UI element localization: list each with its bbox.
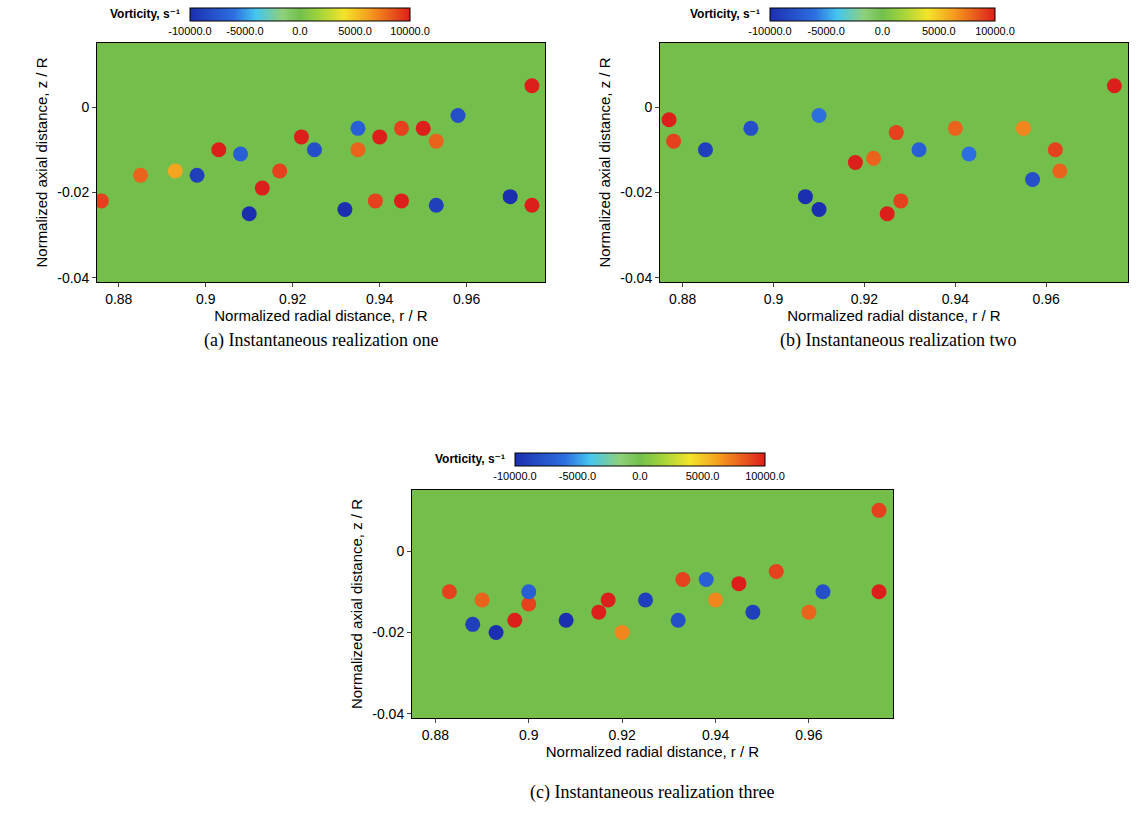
svg-text:0.96: 0.96 [1033,291,1060,307]
svg-text:0: 0 [644,99,652,115]
svg-text:-0.04: -0.04 [372,706,404,722]
svg-text:Normalized radial distance, r: Normalized radial distance, r / R [546,743,760,760]
svg-text:Normalized radial distance, r: Normalized radial distance, r / R [214,307,428,324]
svg-text:0.88: 0.88 [422,727,449,743]
svg-text:Vorticity, s⁻¹: Vorticity, s⁻¹ [690,7,760,21]
svg-text:0.9: 0.9 [764,291,784,307]
svg-text:0: 0 [81,99,89,115]
svg-text:Normalized axial distance, z /: Normalized axial distance, z / R [596,57,613,267]
svg-text:0.92: 0.92 [851,291,878,307]
svg-text:10000.0: 10000.0 [745,470,785,482]
svg-text:5000.0: 5000.0 [922,25,956,37]
svg-text:Normalized axial distance, z /: Normalized axial distance, z / R [33,57,50,267]
svg-text:0.88: 0.88 [669,291,696,307]
svg-text:-0.02: -0.02 [372,624,404,640]
svg-text:0.0: 0.0 [632,470,647,482]
svg-text:0.92: 0.92 [609,727,636,743]
svg-text:0.0: 0.0 [292,25,307,37]
svg-text:Vorticity, s⁻¹: Vorticity, s⁻¹ [110,7,180,21]
svg-text:0.96: 0.96 [453,291,480,307]
svg-text:(c) Instantaneous realization: (c) Instantaneous realization three [530,782,774,803]
svg-text:-0.02: -0.02 [57,184,89,200]
svg-text:0.94: 0.94 [942,291,969,307]
svg-text:-5000.0: -5000.0 [808,25,845,37]
svg-text:5000.0: 5000.0 [338,25,372,37]
svg-text:10000.0: 10000.0 [390,25,430,37]
svg-text:(b) Instantaneous realization: (b) Instantaneous realization two [780,330,1016,351]
svg-text:-10000.0: -10000.0 [493,470,536,482]
svg-text:0.94: 0.94 [702,727,729,743]
svg-text:0.94: 0.94 [366,291,393,307]
svg-text:-0.04: -0.04 [620,270,652,286]
svg-text:Vorticity, s⁻¹: Vorticity, s⁻¹ [435,452,505,466]
svg-text:-10000.0: -10000.0 [748,25,791,37]
svg-text:Normalized axial distance, z /: Normalized axial distance, z / R [348,499,365,709]
svg-text:-5000.0: -5000.0 [559,470,596,482]
svg-text:5000.0: 5000.0 [686,470,720,482]
svg-text:0.92: 0.92 [279,291,306,307]
svg-text:0.0: 0.0 [875,25,890,37]
svg-text:Normalized radial distance, r: Normalized radial distance, r / R [787,307,1001,324]
svg-text:0.96: 0.96 [795,727,822,743]
svg-text:-0.04: -0.04 [57,270,89,286]
svg-text:-0.02: -0.02 [620,184,652,200]
svg-text:-10000.0: -10000.0 [168,25,211,37]
svg-text:0.9: 0.9 [196,291,216,307]
svg-text:10000.0: 10000.0 [975,25,1015,37]
svg-text:(a) Instantaneous realization: (a) Instantaneous realization one [204,330,438,351]
svg-text:-5000.0: -5000.0 [226,25,263,37]
svg-text:0.9: 0.9 [519,727,539,743]
svg-text:0: 0 [396,543,404,559]
svg-text:0.88: 0.88 [105,291,132,307]
